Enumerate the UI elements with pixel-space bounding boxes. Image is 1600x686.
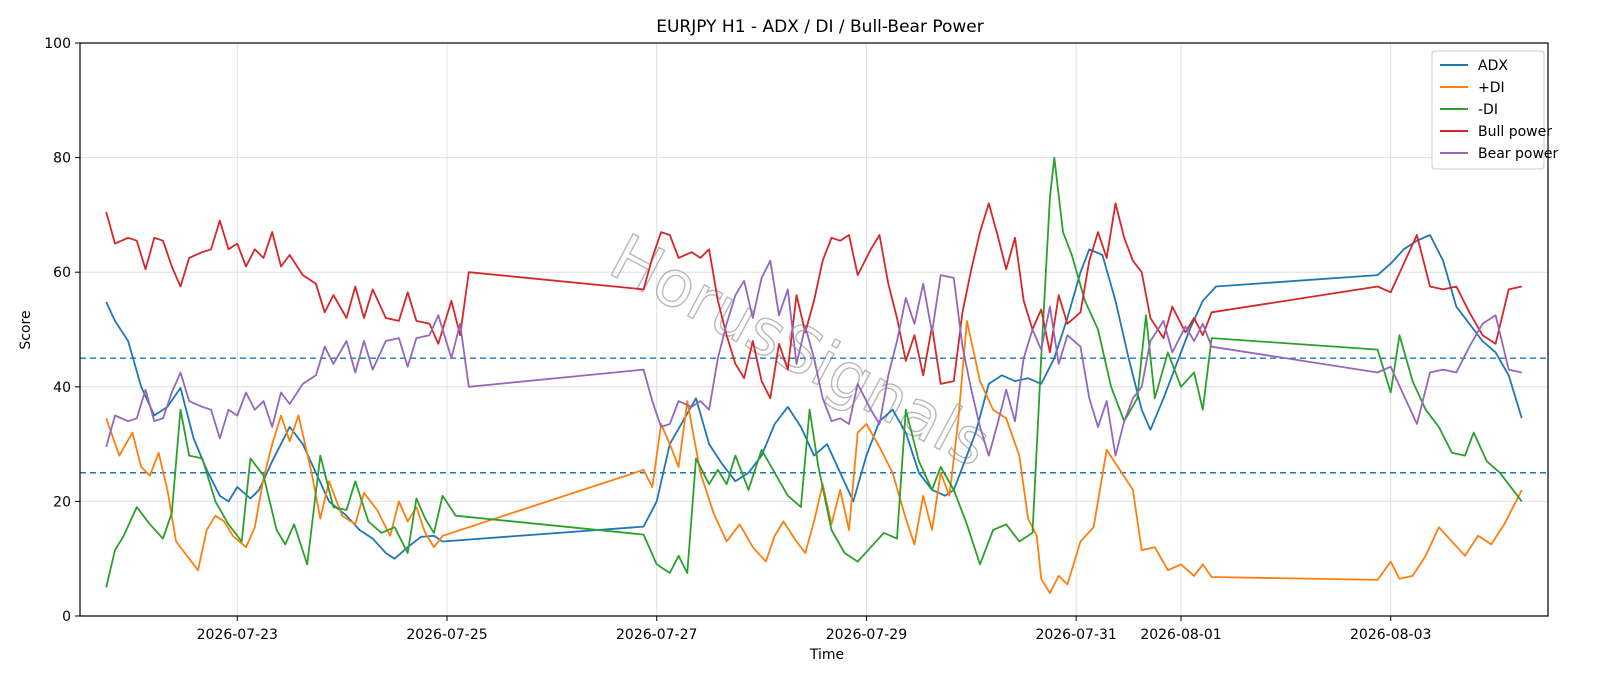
x-tick-label: 2026-07-31 bbox=[1035, 627, 1116, 643]
x-tick-label: 2026-08-03 bbox=[1350, 627, 1431, 643]
x-tick-label: 2026-07-29 bbox=[826, 627, 907, 643]
x-tick-label: 2026-08-01 bbox=[1140, 627, 1221, 643]
y-axis-title: Score bbox=[18, 310, 34, 349]
x-axis-title: Time bbox=[809, 647, 844, 663]
y-tick-label: 40 bbox=[53, 380, 71, 396]
y-tick-label: 60 bbox=[53, 265, 71, 281]
legend-label: -DI bbox=[1478, 102, 1498, 118]
y-tick-label: 80 bbox=[53, 151, 71, 167]
series-line-plus-di bbox=[105, 320, 1523, 594]
x-tick-label: 2026-07-23 bbox=[197, 627, 278, 643]
grid bbox=[80, 42, 1548, 617]
x-tick-label: 2026-07-27 bbox=[616, 627, 697, 643]
legend-label: Bull power bbox=[1478, 124, 1552, 140]
series-line-bear-power bbox=[105, 259, 1522, 457]
legend-label: Bear power bbox=[1478, 146, 1559, 162]
legend-label: +DI bbox=[1478, 80, 1505, 96]
series-line-bull-power bbox=[105, 202, 1522, 400]
y-axis-ticks: 0 20 40 60 80 100 bbox=[44, 36, 80, 625]
x-tick-label: 2026-07-25 bbox=[406, 627, 487, 643]
series-line-minus-di bbox=[105, 156, 1523, 588]
y-tick-label: 20 bbox=[53, 494, 71, 510]
y-tick-label: 0 bbox=[62, 609, 71, 625]
series-line-adx bbox=[105, 234, 1523, 560]
chart-title: EURJPY H1 - ADX / DI / Bull-Bear Power bbox=[656, 17, 984, 37]
plot-frame bbox=[79, 42, 1549, 617]
legend-label: ADX bbox=[1478, 58, 1508, 74]
x-axis-ticks: 2026-07-23 2026-07-25 2026-07-27 2026-07-29… bbox=[197, 616, 1431, 643]
legend-box bbox=[1431, 50, 1545, 170]
y-tick-label: 100 bbox=[44, 36, 71, 52]
legend: ADX +DI -DI Bull power Bear power bbox=[1431, 50, 1559, 170]
series-lines bbox=[105, 156, 1523, 594]
